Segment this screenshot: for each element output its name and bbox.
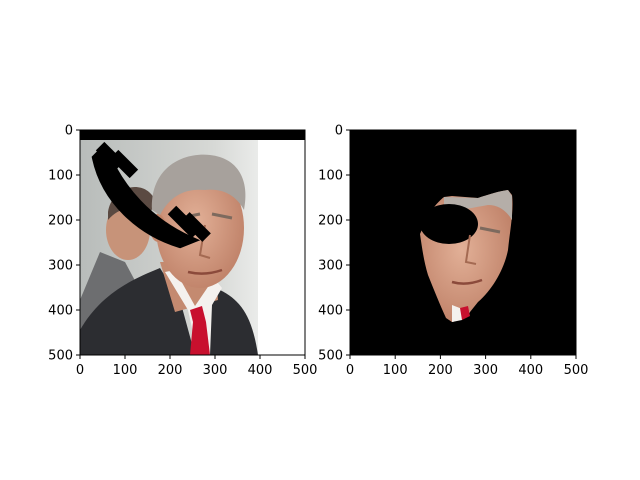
x-tick-label: 200 xyxy=(428,363,453,378)
x-tick-label: 100 xyxy=(113,363,138,378)
y-tick-label: 200 xyxy=(48,214,73,229)
x-tick-label: 200 xyxy=(158,363,183,378)
y-tick-label: 300 xyxy=(318,259,343,274)
x-tick-label: 400 xyxy=(518,363,543,378)
x-tick-label: 500 xyxy=(564,363,589,378)
y-tick-label: 100 xyxy=(318,169,343,184)
suit xyxy=(80,268,195,355)
mouth xyxy=(187,268,223,275)
photo-panel-left xyxy=(80,130,305,355)
y-tick-label: 500 xyxy=(318,349,343,364)
occlusion-stripe-2 xyxy=(109,149,139,179)
mask-mouth xyxy=(451,278,483,285)
y-tick-label: 100 xyxy=(48,169,73,184)
x-tick-label: 400 xyxy=(248,363,273,378)
mask-nose xyxy=(464,234,477,265)
x-tick-label: 500 xyxy=(293,363,318,378)
occlusion-top-bar xyxy=(80,130,305,140)
x-tick-label: 0 xyxy=(346,363,354,378)
suit-right xyxy=(205,290,258,355)
mask-eyebrow xyxy=(479,226,501,234)
occlusion-stripe-4 xyxy=(181,212,211,242)
segmented-hair xyxy=(444,190,512,220)
x-tick-label: 100 xyxy=(383,363,408,378)
y-tick-label: 300 xyxy=(48,259,73,274)
y-tick-label: 0 xyxy=(335,124,343,139)
tie xyxy=(190,306,210,355)
white-backdrop xyxy=(258,130,305,355)
y-tick-label: 500 xyxy=(48,349,73,364)
y-tick-label: 400 xyxy=(318,304,343,319)
x-tick-label: 0 xyxy=(76,363,84,378)
y-tick-label: 0 xyxy=(65,124,73,139)
axes-frame-right xyxy=(349,129,577,356)
axes-frame-left xyxy=(79,129,306,356)
y-tick-label: 200 xyxy=(318,214,343,229)
mask-panel-right xyxy=(350,130,576,355)
x-tick-label: 300 xyxy=(473,363,498,378)
segmented-tie xyxy=(460,306,470,320)
x-tick-label: 300 xyxy=(203,363,228,378)
hair xyxy=(151,154,246,215)
mask-hole xyxy=(420,204,478,244)
y-tick-label: 400 xyxy=(48,304,73,319)
